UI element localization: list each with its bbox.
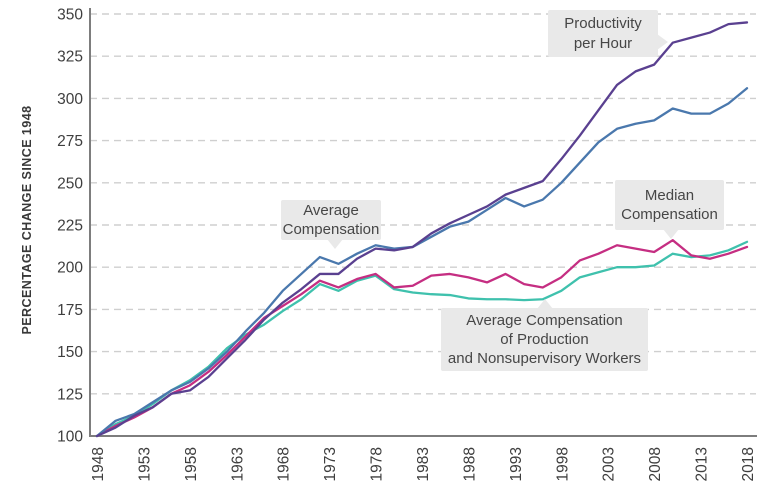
x-tick-label: 1968 [276, 447, 293, 481]
callout-tail-right [657, 34, 668, 50]
x-tick-label: 1953 [136, 447, 153, 481]
x-tick-label: 1948 [90, 447, 107, 481]
x-tick-label: 1993 [508, 447, 525, 481]
y-tick-label: 325 [57, 49, 83, 66]
annotation-median-label: Median Compensation [621, 186, 718, 223]
y-tick-label: 150 [57, 344, 83, 361]
x-tick-label: 1973 [322, 447, 339, 481]
annotation-productivity-label: Productivity per Hour [564, 15, 642, 52]
x-tick-label: 2008 [647, 447, 664, 481]
x-tick-label: 2013 [694, 447, 711, 481]
series-line [95, 240, 749, 438]
y-tick-label: 225 [57, 218, 83, 235]
x-tick-label: 2003 [601, 447, 618, 481]
y-tick-label: 300 [57, 91, 83, 108]
y-tick-label: 175 [57, 302, 83, 319]
x-tick-label: 1958 [183, 447, 200, 481]
annotation-median-compensation: Median Compensation [615, 180, 724, 239]
y-tick-label: 250 [57, 175, 83, 192]
series-line [95, 239, 749, 438]
x-tick-label: 1988 [461, 447, 478, 481]
callout-tail-down [663, 229, 679, 239]
y-tick-label: 200 [57, 260, 83, 277]
series-line [95, 87, 749, 438]
x-tick-label: 1983 [415, 447, 432, 481]
x-tick-label: 1998 [554, 447, 571, 481]
x-tick-label: 2018 [740, 447, 757, 481]
annotation-productivity-per-hour: Productivity per Hour [548, 10, 668, 57]
y-tick-label: 100 [57, 429, 83, 446]
callout-tail-down [327, 239, 343, 249]
callout-tail-up [537, 299, 553, 309]
y-tick-label: 275 [57, 133, 83, 150]
annotation-production-label: Average Compensation of Production and N… [447, 311, 642, 368]
y-tick-label: 125 [57, 386, 83, 403]
annotation-production-nonsupervisory: Average Compensation of Production and N… [441, 299, 648, 371]
x-tick-label: 1978 [369, 447, 386, 481]
series-line [95, 21, 749, 438]
y-axis-title: PERCENTAGE CHANGE SINCE 1948 [20, 105, 34, 335]
y-tick-label: 350 [57, 7, 83, 24]
x-tick-label: 1963 [229, 447, 246, 481]
annotation-average-compensation: Average Compensation [281, 200, 381, 249]
annotation-average-label: Average Compensation [282, 201, 380, 238]
